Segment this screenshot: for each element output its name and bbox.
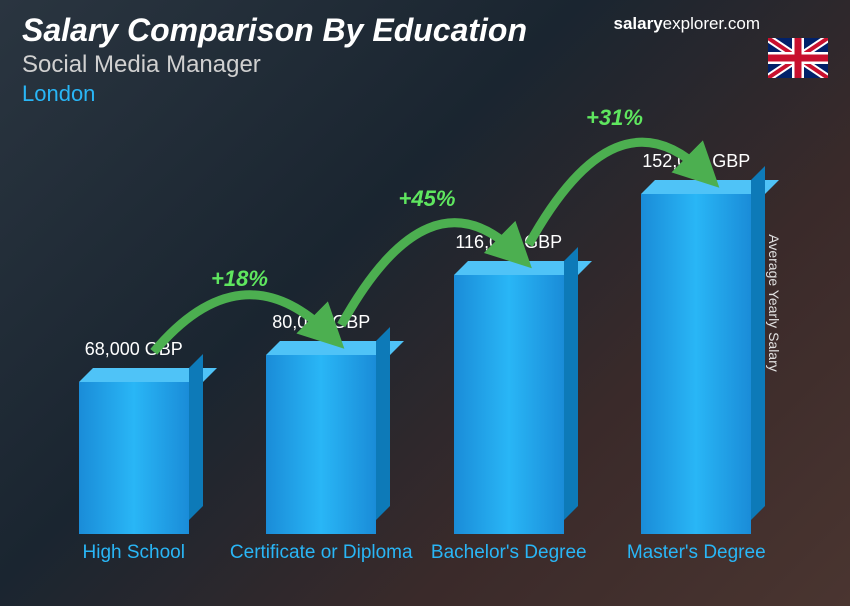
bar-group: 80,000 GBPCertificate or Diploma [228, 312, 416, 586]
bar-chart: 68,000 GBPHigh School80,000 GBPCertifica… [40, 106, 790, 586]
bar [641, 194, 751, 534]
bar [79, 382, 189, 534]
bar-group: 152,000 GBPMaster's Degree [603, 151, 791, 586]
bar-label: Bachelor's Degree [415, 542, 603, 586]
bar-label: High School [40, 542, 228, 586]
bar-label: Master's Degree [603, 542, 791, 586]
bar-label: Certificate or Diploma [228, 542, 416, 586]
bar-group: 68,000 GBPHigh School [40, 339, 228, 586]
location: London [22, 81, 828, 107]
percent-increase: +18% [211, 266, 268, 292]
brand-bold: salary [614, 14, 663, 33]
brand-logo: salaryexplorer.com [614, 14, 761, 34]
percent-increase: +45% [399, 186, 456, 212]
bar [266, 355, 376, 534]
bar-group: 116,000 GBPBachelor's Degree [415, 232, 603, 586]
percent-increase: +31% [586, 105, 643, 131]
brand-rest: explorer.com [663, 14, 760, 33]
job-title: Social Media Manager [22, 51, 828, 79]
uk-flag-icon [768, 38, 828, 78]
bar [454, 275, 564, 534]
